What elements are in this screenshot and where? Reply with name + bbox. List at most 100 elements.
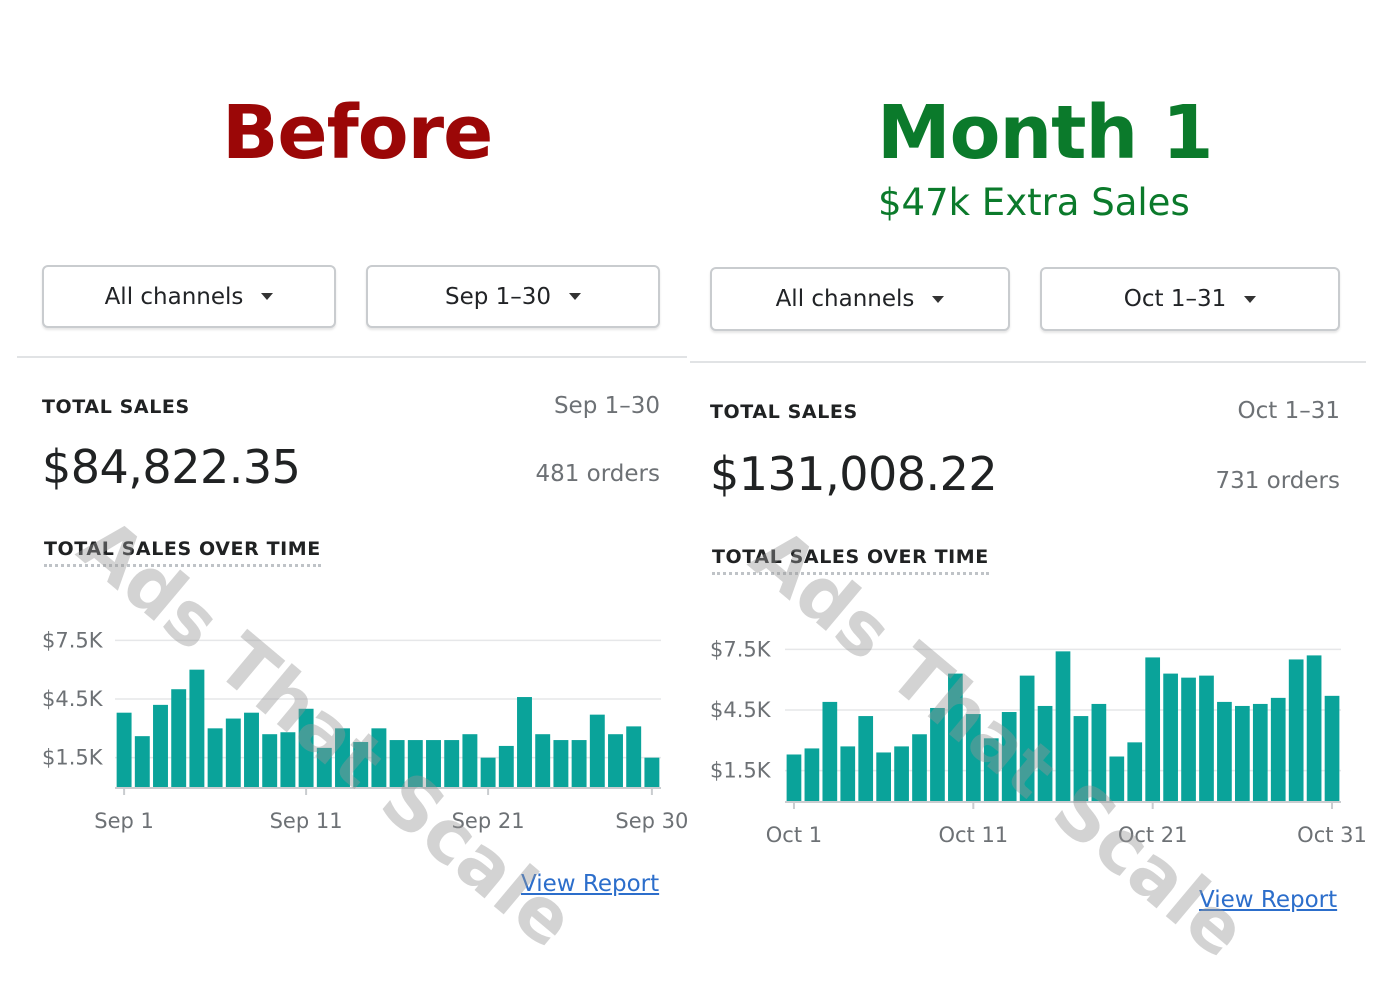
sales-bar[interactable] xyxy=(894,746,909,801)
y-tick-label: $7.5K xyxy=(710,637,772,661)
sales-bar[interactable] xyxy=(207,728,223,787)
y-tick-label: $1.5K xyxy=(42,746,104,770)
total-sales-range: Oct 1–31 xyxy=(1237,398,1340,424)
date-range-dropdown[interactable]: Oct 1–31 xyxy=(1040,267,1340,331)
sales-over-time-chart: $7.5K $4.5K $1.5K Sep 1 Sep 11 Sep 21 Sep 30 xyxy=(42,628,688,833)
sales-bar[interactable] xyxy=(189,669,205,787)
y-tick-label: $1.5K xyxy=(710,759,772,783)
sales-bar[interactable] xyxy=(1270,697,1286,801)
date-range-dropdown-label: Oct 1–31 xyxy=(1123,286,1227,312)
y-tick-label: $4.5K xyxy=(710,698,772,722)
sales-bar[interactable] xyxy=(335,728,350,787)
sales-bar[interactable] xyxy=(1181,677,1196,801)
sales-over-time-label: TOTAL SALES OVER TIME xyxy=(44,538,321,567)
sales-bar[interactable] xyxy=(280,732,296,787)
view-report-link[interactable]: View Report xyxy=(521,871,660,897)
sales-bar[interactable] xyxy=(1217,701,1232,801)
month-subtitle: $47k Extra Sales xyxy=(878,181,1190,224)
sales-bar[interactable] xyxy=(858,716,874,801)
sales-bar[interactable] xyxy=(262,734,278,787)
sales-bar[interactable] xyxy=(804,748,820,801)
sales-bar[interactable] xyxy=(353,742,369,787)
view-report-link[interactable]: View Report xyxy=(1199,887,1338,913)
sales-bar[interactable] xyxy=(1037,705,1053,801)
total-sales-range: Sep 1–30 xyxy=(553,393,660,419)
sales-bar[interactable] xyxy=(426,740,441,787)
sales-bar[interactable] xyxy=(153,704,168,787)
x-tick-label: Oct 11 xyxy=(938,823,1008,847)
sales-bar[interactable] xyxy=(389,740,405,787)
sales-bar[interactable] xyxy=(1306,655,1322,801)
total-sales-label: TOTAL SALES xyxy=(42,396,190,418)
sales-bar[interactable] xyxy=(535,734,551,787)
sales-bar[interactable] xyxy=(1235,705,1250,801)
total-sales-label: TOTAL SALES xyxy=(710,401,858,423)
sales-bar[interactable] xyxy=(498,745,514,787)
caret-down-icon xyxy=(261,293,274,300)
sales-bar[interactable] xyxy=(480,757,496,787)
sales-bar[interactable] xyxy=(948,673,963,801)
sales-bar[interactable] xyxy=(822,701,838,801)
total-sales-value: $84,822.35 xyxy=(42,440,301,494)
x-tick-label: Sep 30 xyxy=(615,809,688,833)
month-title: Month 1 xyxy=(877,90,1213,176)
sales-bar[interactable] xyxy=(589,714,605,787)
sales-bar[interactable] xyxy=(840,746,856,801)
sales-bar[interactable] xyxy=(571,740,587,787)
divider xyxy=(690,361,1366,363)
sales-bar[interactable] xyxy=(644,757,660,787)
sales-bar[interactable] xyxy=(876,752,891,801)
sales-bar[interactable] xyxy=(134,736,150,787)
sales-bar[interactable] xyxy=(1019,675,1035,801)
sales-bar[interactable] xyxy=(553,740,569,787)
sales-bar[interactable] xyxy=(1288,659,1304,801)
sales-bar[interactable] xyxy=(244,712,259,787)
sales-bar[interactable] xyxy=(786,754,802,801)
sales-over-time-label: TOTAL SALES OVER TIME xyxy=(712,546,989,575)
x-tick-label: Sep 1 xyxy=(94,809,154,833)
sales-bar[interactable] xyxy=(1109,756,1125,801)
sales-bar[interactable] xyxy=(462,734,478,787)
sales-bar[interactable] xyxy=(298,708,314,787)
x-tick-label: Oct 31 xyxy=(1297,823,1367,847)
y-tick-label: $7.5K xyxy=(42,628,104,652)
caret-down-icon xyxy=(1244,295,1257,303)
sales-bar[interactable] xyxy=(171,689,187,787)
sales-bar[interactable] xyxy=(1324,695,1340,801)
sales-bar[interactable] xyxy=(1001,712,1017,801)
channel-dropdown-label: All channels xyxy=(775,286,915,312)
sales-bar[interactable] xyxy=(1163,673,1178,801)
sales-bar[interactable] xyxy=(316,747,332,787)
date-range-dropdown[interactable]: Sep 1–30 xyxy=(366,265,660,328)
sales-bar[interactable] xyxy=(225,718,241,787)
before-title: Before xyxy=(222,90,493,176)
divider xyxy=(17,356,687,358)
sales-bar[interactable] xyxy=(626,726,642,787)
sales-bar[interactable] xyxy=(444,740,460,787)
sales-bar[interactable] xyxy=(517,697,532,787)
sales-bar[interactable] xyxy=(965,714,981,801)
caret-down-icon xyxy=(932,295,945,303)
orders-count: 481 orders xyxy=(535,461,660,487)
sales-bar[interactable] xyxy=(608,734,623,787)
sales-bar[interactable] xyxy=(1091,703,1107,801)
sales-bar[interactable] xyxy=(407,740,423,787)
sales-over-time-chart: $7.5K $4.5K $1.5K Oct 1 Oct 11 Oct 21 Oct 31 xyxy=(710,637,1367,847)
y-tick-label: $4.5K xyxy=(42,687,104,711)
channel-dropdown[interactable]: All channels xyxy=(42,265,336,328)
sales-bar[interactable] xyxy=(116,712,132,787)
sales-bar[interactable] xyxy=(1199,675,1214,801)
orders-count: 731 orders xyxy=(1215,468,1340,494)
sales-bar[interactable] xyxy=(912,734,927,801)
date-range-dropdown-label: Sep 1–30 xyxy=(444,283,552,310)
sales-bar[interactable] xyxy=(371,728,387,787)
sales-bar[interactable] xyxy=(1127,742,1143,801)
sales-bar[interactable] xyxy=(983,738,999,801)
sales-bar[interactable] xyxy=(1145,657,1161,801)
sales-bar[interactable] xyxy=(1252,703,1268,801)
sales-bar[interactable] xyxy=(1055,651,1071,801)
sales-bar[interactable] xyxy=(930,707,945,801)
total-sales-value: $131,008.22 xyxy=(710,447,998,501)
sales-bar[interactable] xyxy=(1073,716,1089,801)
channel-dropdown[interactable]: All channels xyxy=(710,267,1010,331)
